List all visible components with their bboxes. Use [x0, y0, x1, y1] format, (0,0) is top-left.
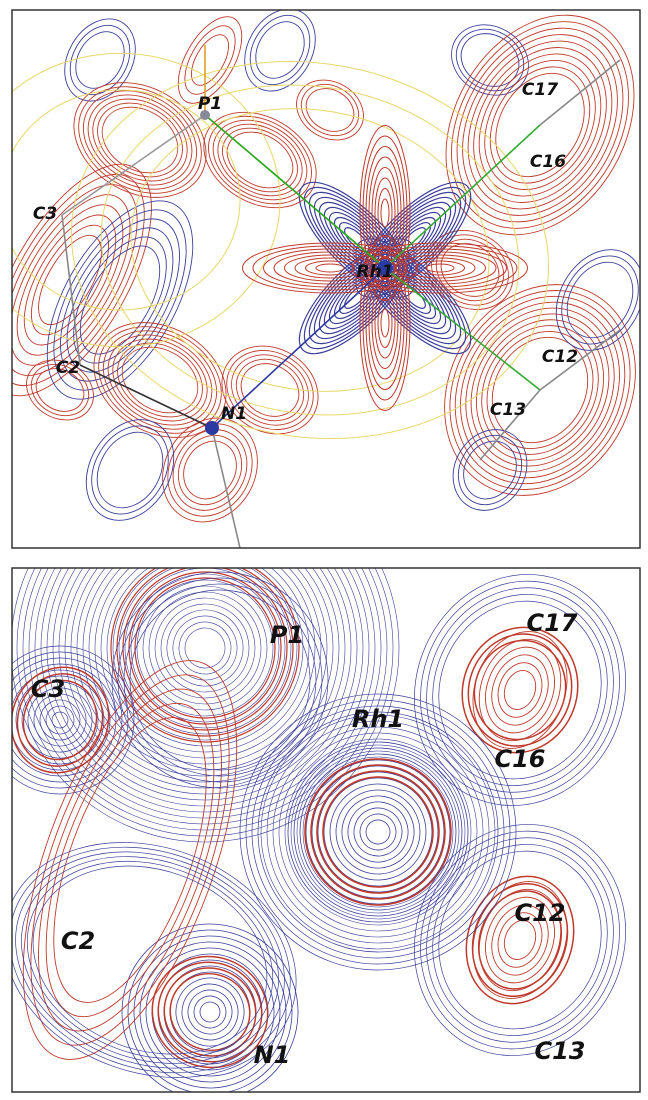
contour — [84, 420, 176, 519]
contour — [398, 561, 642, 818]
contour — [212, 335, 327, 445]
contour — [289, 172, 424, 307]
atom-label: N1 — [221, 404, 247, 424]
atom-label: C16 — [494, 745, 545, 773]
contour — [407, 250, 648, 531]
atom-label: C2 — [61, 927, 95, 955]
contour — [406, 570, 634, 811]
contour — [381, 199, 389, 227]
contour — [2, 445, 407, 850]
contour — [466, 878, 575, 1002]
contour — [66, 23, 134, 97]
contour — [390, 803, 648, 1077]
contour — [72, 77, 209, 203]
contour — [446, 424, 534, 516]
bottom-panel — [0, 399, 648, 1100]
contour — [390, 553, 648, 827]
contour — [184, 29, 236, 91]
contour — [55, 222, 186, 378]
atom-label: C2 — [56, 358, 80, 378]
contour — [246, 13, 314, 87]
contour — [429, 273, 648, 507]
contour — [172, 615, 239, 682]
atom-label: C17 — [526, 609, 577, 637]
atom-label: Rh1 — [352, 705, 404, 733]
contour — [286, 740, 471, 925]
contour — [461, 628, 580, 753]
contour — [381, 309, 389, 337]
contour — [306, 261, 355, 275]
contour — [175, 18, 246, 103]
contour — [316, 264, 344, 272]
contour — [0, 399, 454, 896]
contour — [193, 98, 328, 221]
contour — [166, 968, 253, 1055]
contour — [452, 23, 529, 96]
contour — [42, 702, 78, 738]
contour — [0, 53, 280, 346]
atom-label: C12 — [514, 899, 565, 927]
contour — [173, 432, 246, 509]
contour — [197, 999, 223, 1025]
atom-label: P1 — [270, 621, 304, 649]
contour — [259, 713, 497, 951]
contour — [324, 778, 432, 886]
contour — [298, 80, 361, 140]
atom-label: C13 — [490, 400, 526, 420]
atom-label: N1 — [254, 1041, 291, 1069]
contour — [554, 250, 646, 349]
atom — [205, 421, 219, 435]
contour — [308, 762, 449, 903]
contour — [251, 705, 505, 959]
contour — [141, 584, 269, 712]
contour — [355, 809, 401, 855]
contour — [50, 710, 71, 731]
figure: P1 C17 C16 C3 Rh1 C2 C12 C13 N1 P1 C17 C3 Rh1 C16 C12 C… — [0, 0, 648, 1100]
atom-label: C3 — [31, 675, 65, 703]
contour — [243, 697, 512, 966]
contour — [284, 738, 471, 925]
contour — [546, 242, 648, 358]
contour — [363, 817, 394, 848]
atom-label: C17 — [522, 80, 558, 100]
atom-label: C3 — [33, 204, 57, 224]
contour — [126, 569, 285, 728]
contour — [398, 811, 642, 1068]
contour — [416, 261, 465, 275]
contour — [309, 763, 447, 901]
contour — [76, 412, 183, 528]
atom-label: C12 — [542, 347, 578, 367]
contour — [110, 334, 209, 426]
atom-label: Rh1 — [356, 262, 393, 282]
contour — [332, 786, 424, 878]
contour — [189, 991, 230, 1032]
atom-label: P1 — [198, 94, 222, 114]
contour — [346, 229, 481, 364]
bond — [80, 365, 212, 428]
contour — [230, 0, 329, 104]
contour — [53, 60, 227, 221]
contour — [378, 299, 392, 348]
contour — [289, 229, 424, 364]
contour — [174, 976, 246, 1048]
contour — [164, 607, 246, 689]
contour — [491, 657, 550, 724]
contour — [378, 189, 392, 238]
contour — [113, 915, 308, 1100]
contour — [0, 648, 132, 792]
contour — [59, 65, 220, 214]
contour — [347, 801, 409, 863]
contour — [425, 227, 515, 313]
contour — [426, 264, 454, 272]
contour — [482, 647, 557, 733]
contour — [156, 599, 253, 696]
contour — [340, 794, 417, 871]
contour — [0, 152, 174, 409]
contour — [0, 438, 415, 858]
contour — [179, 622, 230, 673]
contour — [286, 68, 375, 151]
atom-label: C13 — [534, 1037, 585, 1065]
atom-label: C16 — [530, 152, 566, 172]
